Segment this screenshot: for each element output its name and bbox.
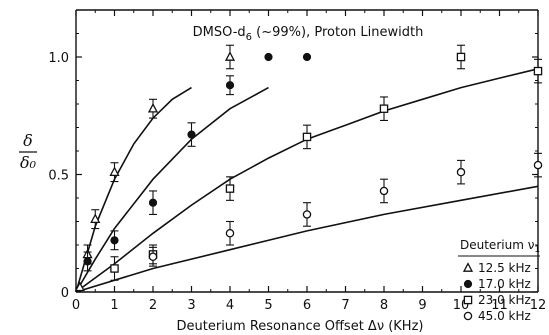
data-point-23-0-khz xyxy=(533,66,543,76)
legend-marker-45-0-khz xyxy=(463,311,473,321)
x-tick-label: 9 xyxy=(418,298,426,313)
chart-title: DMSO-d6 (~99%), Proton Linewidth xyxy=(193,25,424,43)
data-point-45-0-khz xyxy=(456,167,466,177)
data-point-17-0-khz xyxy=(302,52,312,62)
data-point-12-5-khz xyxy=(109,166,120,177)
data-point-45-0-khz xyxy=(533,160,543,170)
legend-marker-12-5-khz xyxy=(462,262,474,272)
y-axis-title-numerator: δ xyxy=(23,131,33,150)
data-point-17-0-khz xyxy=(110,236,119,245)
data-point-23-0-khz xyxy=(379,104,389,113)
y-tick-label: 0.5 xyxy=(48,169,69,184)
x-tick-label: 5 xyxy=(264,298,272,313)
x-tick-label: 7 xyxy=(341,298,349,313)
legend-label-12-5-khz: 12.5 kHz xyxy=(478,261,531,275)
data-point-12-5-khz xyxy=(90,213,101,224)
data-point-12-5-khz xyxy=(74,281,85,292)
x-tick-label: 11 xyxy=(491,298,508,313)
data-point-23-0-khz xyxy=(110,264,119,273)
fit-curve-23-0-khz xyxy=(75,68,539,293)
x-tick-label: 4 xyxy=(226,298,234,313)
fit-curve-45-0-khz xyxy=(75,185,539,293)
legend-marker-23-0-khz xyxy=(463,295,473,305)
x-tick-label: 2 xyxy=(149,298,157,313)
x-tick-label: 0 xyxy=(72,298,80,313)
y-tick-label: 1.0 xyxy=(48,51,69,66)
x-tick-label: 6 xyxy=(303,298,311,313)
data-point-45-0-khz xyxy=(379,186,389,196)
legend-label-23-0-khz: 23.0 kHz xyxy=(478,293,531,307)
legend-label-45-0-khz: 45.0 kHz xyxy=(478,309,531,323)
data-point-23-0-khz xyxy=(456,52,466,62)
fit-curves xyxy=(75,68,539,293)
x-tick-label: 8 xyxy=(380,298,388,313)
legend-entries: 12.5 kHz 17.0 kHz 23.0 kHz 45.0 kHz xyxy=(462,261,531,323)
y-tick-label: 0 xyxy=(61,286,69,301)
x-tick-label: 3 xyxy=(187,298,195,313)
data-point-45-0-khz xyxy=(148,252,158,261)
y-axis-title-denominator: δ₀ xyxy=(20,153,37,172)
legend-marker-17-0-khz xyxy=(463,279,473,289)
data-point-45-0-khz xyxy=(225,228,235,238)
y-axis-title: δ δ₀ xyxy=(19,131,37,172)
x-tick-label: 1 xyxy=(110,298,118,313)
data-point-23-0-khz xyxy=(225,184,235,193)
data-point-23-0-khz xyxy=(302,132,312,142)
legend: Deuterium ν1 12.5 kHz 17.0 kHz 23.0 kHz 45.… xyxy=(458,238,540,323)
data-point-17-0-khz xyxy=(264,52,273,62)
legend-label-17-0-khz: 17.0 kHz xyxy=(478,277,531,291)
data-points xyxy=(74,44,543,292)
data-point-17-0-khz xyxy=(83,257,92,266)
data-point-12-5-khz xyxy=(224,51,236,61)
x-tick-label: 12 xyxy=(530,298,547,313)
data-point-12-5-khz xyxy=(147,102,159,113)
data-point-45-0-khz xyxy=(302,210,312,219)
data-point-17-0-khz xyxy=(225,81,235,90)
legend-title: Deuterium ν1 xyxy=(460,238,540,255)
data-point-17-0-khz xyxy=(187,130,196,139)
data-point-17-0-khz xyxy=(148,198,158,207)
fit-curve-17-0-khz xyxy=(75,86,269,293)
x-axis-title: Deuterium Resonance Offset Δν (KHz) xyxy=(177,319,424,334)
